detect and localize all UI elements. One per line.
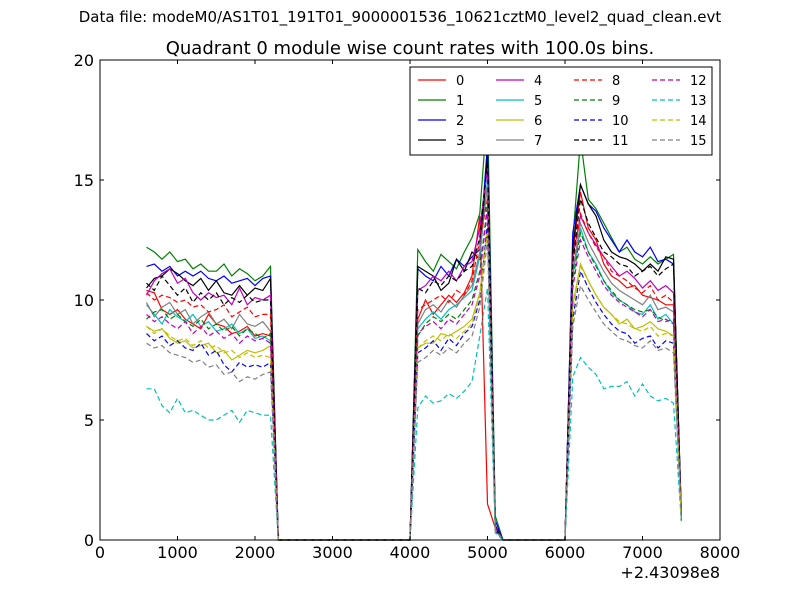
y-tick-label: 10 [74,291,94,310]
y-tick-label: 5 [84,411,94,430]
series-line-13 [146,287,682,541]
legend-label-4: 4 [534,74,542,89]
legend-label-11: 11 [612,134,629,149]
x-tick-label: 4000 [390,543,431,562]
legend-label-5: 5 [534,94,542,109]
legend-label-14: 14 [690,114,707,129]
series-line-12 [146,208,682,541]
legend-label-6: 6 [534,114,542,129]
legend-label-3: 3 [456,134,464,149]
series-line-14 [146,232,682,541]
x-tick-label: 5000 [467,543,508,562]
x-tick-label: 0 [95,543,105,562]
legend-label-15: 15 [690,134,707,149]
legend-label-2: 2 [456,114,464,129]
legend-label-10: 10 [612,114,629,129]
x-axis-offset-label: +2.43098e8 [620,563,720,582]
x-tick-label: 1000 [157,543,198,562]
chart-title: Quadrant 0 module wise count rates with … [166,38,655,59]
x-tick-label: 7000 [622,543,663,562]
plot-lines [145,107,682,541]
legend-label-1: 1 [456,94,464,109]
series-line-7 [145,184,682,541]
figure-suptitle: Data file: modeM0/AS1T01_191T01_90000015… [78,8,722,26]
y-tick-label: 20 [74,51,94,70]
x-tick-label: 8000 [700,543,741,562]
series-line-11 [146,160,682,541]
legend-label-7: 7 [534,134,542,149]
y-tick-label: 15 [74,171,94,190]
y-tick-label: 0 [84,531,94,550]
axis-ticks: 0 1000 2000 3000 4000 5000 6000 7000 80000510152… [74,51,741,562]
legend-label-0: 0 [456,74,464,89]
series-line-15 [146,239,682,541]
series-line-8 [146,199,682,541]
legend-label-12: 12 [690,74,707,89]
legend-label-13: 13 [690,94,707,109]
x-tick-label: 3000 [312,543,353,562]
series-line-0 [146,191,682,541]
x-tick-label: 6000 [545,543,586,562]
series-line-5 [146,179,682,541]
legend-label-8: 8 [612,74,620,89]
x-tick-label: 2000 [235,543,276,562]
legend-label-9: 9 [612,94,620,109]
